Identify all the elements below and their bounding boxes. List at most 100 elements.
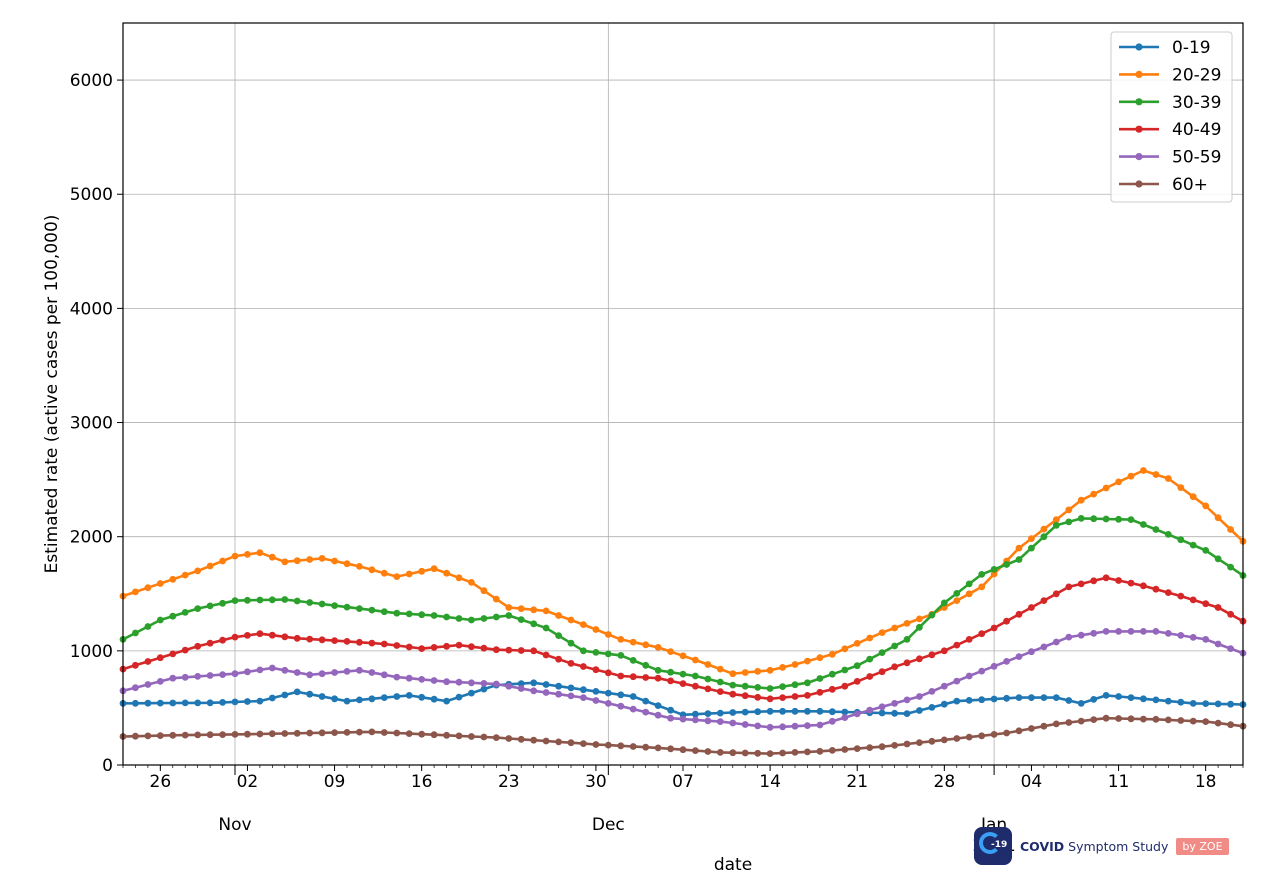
data-point bbox=[878, 709, 886, 717]
data-point bbox=[356, 666, 363, 674]
data-point bbox=[1189, 493, 1197, 501]
data-point bbox=[1090, 515, 1098, 523]
data-point bbox=[542, 689, 550, 696]
data-point bbox=[132, 588, 139, 596]
data-point bbox=[468, 643, 475, 651]
data-point bbox=[953, 697, 961, 705]
data-point bbox=[1090, 629, 1098, 637]
data-point bbox=[318, 555, 326, 562]
data-point bbox=[940, 700, 948, 708]
data-point bbox=[281, 730, 289, 737]
data-point bbox=[430, 677, 438, 684]
legend-item-30-39: 30-39 bbox=[1119, 93, 1221, 113]
data-point bbox=[1164, 716, 1172, 724]
data-point bbox=[1052, 516, 1060, 523]
data-point bbox=[940, 736, 948, 744]
data-point bbox=[866, 655, 874, 663]
data-point bbox=[1152, 696, 1160, 704]
data-point bbox=[828, 747, 836, 754]
data-point bbox=[517, 680, 525, 687]
data-point bbox=[741, 669, 749, 676]
x-month-label: Dec bbox=[592, 815, 625, 835]
y-tick-label: 6000 bbox=[70, 71, 113, 91]
data-point bbox=[132, 732, 139, 740]
data-point bbox=[804, 692, 811, 699]
data-point bbox=[293, 557, 301, 565]
y-tick-label: 2000 bbox=[70, 528, 113, 548]
data-point bbox=[766, 666, 774, 674]
data-point bbox=[716, 709, 724, 717]
data-point bbox=[194, 605, 202, 612]
data-point bbox=[891, 700, 898, 707]
data-point bbox=[729, 681, 737, 689]
data-point bbox=[1052, 694, 1060, 701]
data-point bbox=[219, 699, 227, 706]
data-point bbox=[331, 729, 338, 736]
data-point bbox=[492, 646, 500, 654]
data-point bbox=[853, 745, 861, 752]
data-point bbox=[555, 612, 562, 619]
data-point bbox=[617, 702, 625, 710]
data-point bbox=[1052, 720, 1060, 728]
data-point bbox=[468, 616, 475, 624]
data-point bbox=[692, 716, 699, 724]
data-point bbox=[455, 615, 463, 622]
data-point bbox=[194, 699, 202, 707]
data-point bbox=[1028, 694, 1035, 701]
data-point bbox=[380, 640, 388, 648]
data-point bbox=[1003, 694, 1010, 702]
x-tick-label: 26 bbox=[150, 772, 172, 792]
data-point bbox=[542, 651, 550, 659]
data-point bbox=[281, 691, 289, 699]
data-point bbox=[517, 616, 525, 623]
data-point bbox=[1140, 628, 1147, 635]
data-point bbox=[990, 566, 998, 573]
data-point bbox=[1140, 521, 1147, 528]
data-point bbox=[654, 744, 662, 752]
gridlines bbox=[123, 23, 1243, 766]
data-point bbox=[1015, 694, 1023, 701]
brand-name-rest: Symptom Study bbox=[1064, 838, 1169, 854]
data-point bbox=[517, 685, 525, 692]
data-point bbox=[928, 611, 936, 619]
data-point bbox=[816, 747, 824, 755]
data-point bbox=[965, 590, 973, 598]
data-point bbox=[953, 641, 961, 649]
data-point bbox=[754, 684, 762, 691]
data-point bbox=[716, 688, 724, 695]
data-point bbox=[592, 666, 600, 674]
data-point bbox=[530, 687, 538, 695]
data-point bbox=[231, 698, 239, 706]
data-point bbox=[443, 697, 450, 705]
data-point bbox=[231, 670, 239, 678]
data-point bbox=[679, 715, 687, 723]
data-point bbox=[1077, 580, 1085, 588]
data-point bbox=[741, 708, 749, 716]
data-point bbox=[1065, 583, 1073, 591]
data-point bbox=[1115, 693, 1122, 700]
data-point bbox=[356, 563, 363, 570]
data-point bbox=[356, 696, 363, 704]
data-point bbox=[679, 652, 687, 660]
data-point bbox=[480, 615, 488, 622]
data-point bbox=[455, 693, 463, 701]
data-point bbox=[1140, 715, 1147, 723]
data-point bbox=[555, 682, 562, 690]
data-point bbox=[306, 599, 314, 606]
data-point bbox=[480, 685, 488, 693]
data-point bbox=[1015, 544, 1023, 552]
data-point bbox=[1127, 472, 1135, 480]
data-point bbox=[903, 620, 911, 627]
data-point bbox=[1152, 628, 1160, 635]
legend-swatch-marker bbox=[1135, 125, 1143, 133]
data-point bbox=[567, 684, 575, 692]
data-point bbox=[468, 689, 475, 697]
x-month-label: Nov bbox=[218, 815, 251, 835]
data-point bbox=[604, 741, 612, 749]
data-point bbox=[1177, 536, 1185, 544]
data-point bbox=[206, 672, 214, 679]
data-point bbox=[1015, 653, 1023, 660]
data-point bbox=[816, 688, 824, 696]
data-point bbox=[990, 695, 998, 703]
data-point bbox=[156, 616, 164, 624]
